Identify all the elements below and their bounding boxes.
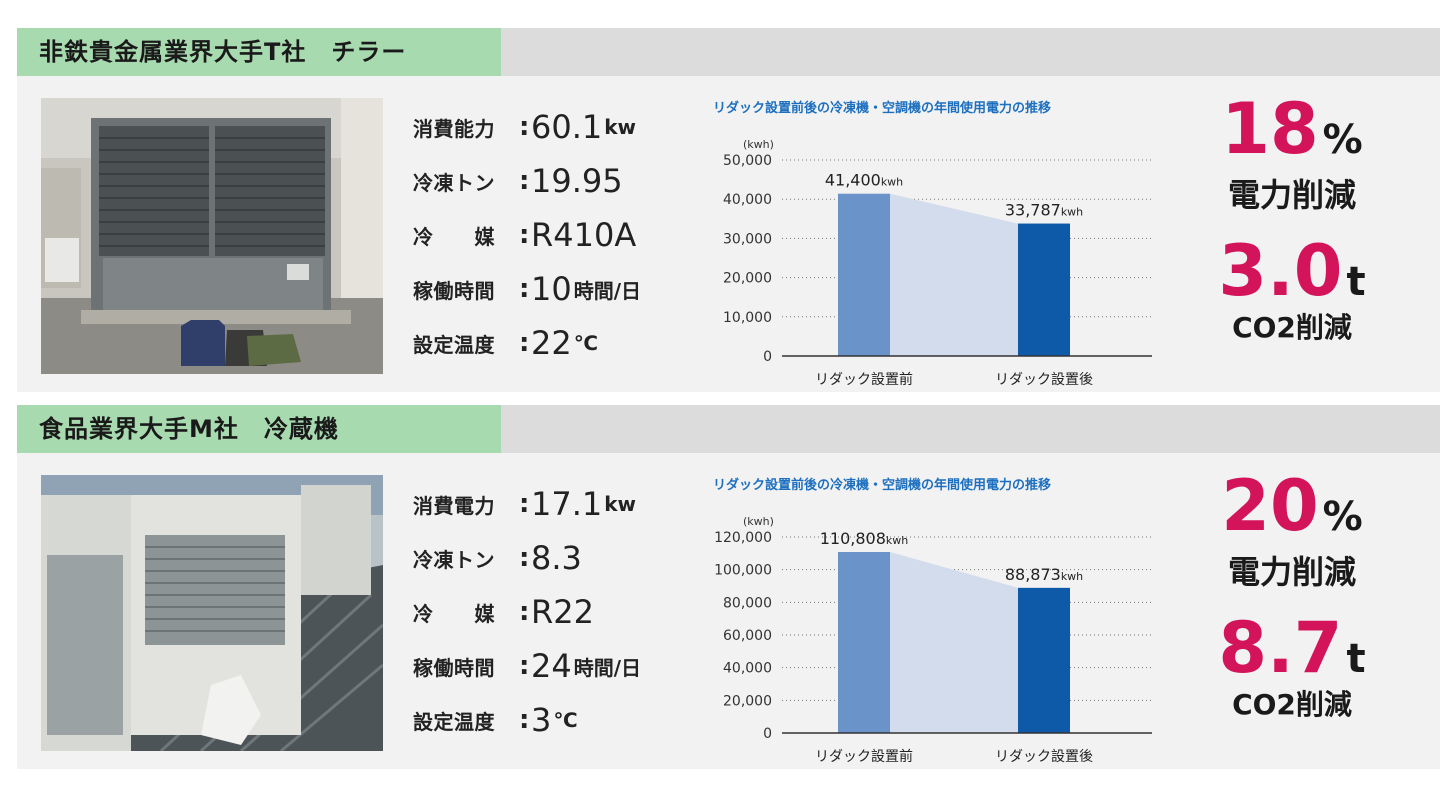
trend-band — [890, 193, 1018, 356]
x-tick-label: リダック設置前 — [815, 748, 913, 765]
y-tick-label: 20,000 — [723, 271, 772, 287]
spec-label: 冷凍トン — [413, 170, 495, 195]
spec-row: 冷 媒: R410A — [413, 216, 637, 254]
co2-reduction-label: CO2削減 — [1232, 311, 1352, 344]
case-panel: 消費能力: 60.1 kw 冷凍トン: 19.95 冷 媒: R410A 稼働時… — [17, 76, 1440, 392]
bar — [1018, 223, 1070, 356]
y-tick-label: 0 — [763, 349, 772, 365]
spec-value: 17.1 — [531, 485, 603, 523]
spec-row: 消費能力: 60.1 kw — [413, 108, 637, 146]
co2-reduction-label: CO2削減 — [1232, 688, 1352, 721]
case-title: 非鉄貴金属業界大手T社 チラー — [17, 28, 501, 76]
bar — [1018, 587, 1070, 733]
chart-title: リダック設置前後の冷凍機・空調機の年間使用電力の推移 — [713, 477, 1051, 493]
case-title: 食品業界大手M社 冷蔵機 — [17, 405, 501, 453]
co2-reduction-value: 8.7 t — [1218, 607, 1366, 689]
y-tick-label: 50,000 — [723, 153, 772, 169]
spec-label: 消費電力 — [413, 493, 495, 518]
spec-row: 消費電力: 17.1 kw — [413, 485, 637, 523]
refrigerator-photo — [41, 475, 383, 751]
chiller-photo — [41, 98, 383, 374]
y-tick-label: 80,000 — [723, 595, 772, 611]
power-reduction-label: 電力削減 — [1227, 176, 1356, 214]
x-tick-label: リダック設置後 — [995, 749, 1093, 765]
x-tick-label: リダック設置後 — [995, 372, 1093, 388]
chart-title: リダック設置前後の冷凍機・空調機の年間使用電力の推移 — [713, 100, 1051, 116]
spec-label: 稼働時間 — [413, 278, 495, 303]
spec-label: 冷凍トン — [413, 547, 495, 572]
y-tick-label: 10,000 — [723, 310, 772, 326]
power-chart: リダック設置前後の冷凍機・空調機の年間使用電力の推移 (kwh) 0 10,000 20… — [687, 88, 1167, 388]
y-tick-label: 100,000 — [714, 563, 772, 579]
spec-value: R22 — [531, 593, 594, 631]
power-reduction-percent: 18% — [1221, 88, 1363, 170]
spec-row: 冷 媒: R22 — [413, 593, 594, 631]
power-chart: リダック設置前後の冷凍機・空調機の年間使用電力の推移 (kwh) 0 20,000 40… — [687, 465, 1167, 765]
y-tick-label: 60,000 — [723, 628, 772, 644]
spec-row: 設定温度: 3 ℃ — [413, 701, 578, 739]
spec-list: 消費能力: 60.1 kw 冷凍トン: 19.95 冷 媒: R410A 稼働時… — [413, 100, 713, 370]
power-reduction-percent: 20% — [1221, 465, 1363, 547]
spec-value: 22 — [531, 324, 572, 362]
spec-value: 19.95 — [531, 162, 623, 200]
spec-label: 消費能力 — [413, 116, 495, 141]
spec-label: 設定温度 — [413, 709, 495, 734]
spec-unit: ℃ — [573, 331, 598, 355]
spec-label: 稼働時間 — [413, 655, 495, 680]
spec-value: 3 — [531, 701, 552, 739]
result-summary: 18% 電力削減 3.0 t CO2削減 — [1197, 94, 1387, 346]
data-label: 88,873kwh — [1005, 565, 1083, 584]
power-reduction-label: 電力削減 — [1227, 553, 1356, 591]
y-tick-label: 0 — [763, 726, 772, 742]
spec-row: 冷凍トン: 8.3 — [413, 539, 582, 577]
spec-unit: kw — [604, 115, 637, 139]
spec-list: 消費電力: 17.1 kw 冷凍トン: 8.3 冷 媒: R22 稼働時間: 2… — [413, 477, 713, 747]
case-panel: 消費電力: 17.1 kw 冷凍トン: 8.3 冷 媒: R22 稼働時間: 2… — [17, 453, 1440, 769]
spec-label: 設定温度 — [413, 332, 495, 357]
x-tick-label: リダック設置前 — [815, 371, 913, 388]
spec-unit: 時間/日 — [573, 278, 642, 303]
spec-label: 冷 媒 — [413, 224, 495, 249]
spec-label: 冷 媒 — [413, 601, 495, 626]
spec-row: 稼働時間: 10 時間/日 — [413, 270, 642, 308]
spec-value: 8.3 — [531, 539, 582, 577]
spec-unit: kw — [604, 492, 637, 516]
y-tick-label: 30,000 — [723, 231, 772, 247]
chart-svg: リダック設置前後の冷凍機・空調機の年間使用電力の推移 (kwh) 0 10,000 20… — [713, 100, 1152, 388]
spec-row: 稼働時間: 24 時間/日 — [413, 647, 642, 685]
spec-row: 冷凍トン: 19.95 — [413, 162, 623, 200]
bar — [838, 552, 890, 733]
y-tick-label: 120,000 — [714, 530, 772, 546]
case-card-chiller: 非鉄貴金属業界大手T社 チラー — [17, 28, 1440, 392]
chart-svg: リダック設置前後の冷凍機・空調機の年間使用電力の推移 (kwh) 0 20,000 40… — [713, 477, 1152, 765]
trend-band — [890, 552, 1018, 733]
case-card-refrigerator: 食品業界大手M社 冷蔵機 — [17, 405, 1440, 769]
co2-reduction-value: 3.0 t — [1218, 230, 1366, 312]
y-tick-label: 20,000 — [723, 693, 772, 709]
spec-unit: ℃ — [553, 708, 578, 732]
data-label: 110,808kwh — [820, 529, 909, 548]
result-summary: 20% 電力削減 8.7 t CO2削減 — [1197, 471, 1387, 723]
data-label: 41,400kwh — [825, 171, 903, 190]
spec-value: 24 — [531, 647, 572, 685]
spec-value: 10 — [531, 270, 572, 308]
y-axis-unit: (kwh) — [743, 138, 774, 151]
y-tick-label: 40,000 — [723, 661, 772, 677]
spec-row: 設定温度: 22 ℃ — [413, 324, 598, 362]
spec-value: R410A — [531, 216, 637, 254]
spec-unit: 時間/日 — [573, 655, 642, 680]
spec-value: 60.1 — [531, 108, 603, 146]
bar — [838, 193, 890, 356]
y-tick-label: 40,000 — [723, 192, 772, 208]
data-label: 33,787kwh — [1005, 201, 1083, 220]
y-axis-unit: (kwh) — [743, 515, 774, 528]
